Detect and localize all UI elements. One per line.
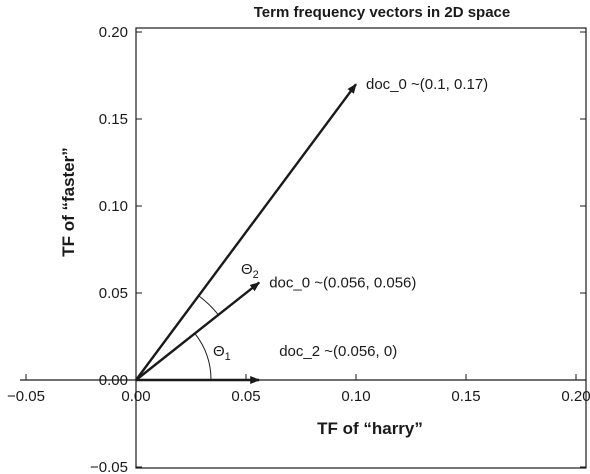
y-tick-label: 0.15 bbox=[99, 111, 128, 128]
x-tick-label: 0.15 bbox=[451, 388, 480, 405]
theta-2-label: Θ2 bbox=[241, 261, 259, 281]
theta-1-subscript: 1 bbox=[225, 351, 231, 363]
y-axis-title: TF of “faster” bbox=[59, 147, 78, 257]
x-tick-label: 0.10 bbox=[341, 388, 370, 405]
y-tick-label: −0.05 bbox=[90, 459, 128, 474]
y-tick-label: 0.20 bbox=[99, 24, 128, 41]
vector-label: doc_2 ~(0.056, 0) bbox=[279, 343, 397, 360]
vector-arrow bbox=[135, 281, 260, 381]
theta-1-symbol: Θ bbox=[213, 343, 225, 360]
vector-arrow bbox=[135, 83, 357, 381]
x-tick-label: −0.05 bbox=[7, 388, 45, 405]
theta-2-subscript: 2 bbox=[253, 269, 259, 281]
plot-frame bbox=[135, 27, 587, 469]
chart-title: Term frequency vectors in 2D space bbox=[254, 4, 511, 21]
angle-arc bbox=[198, 295, 219, 316]
x-tick-label: 0.00 bbox=[121, 388, 150, 405]
vectors: doc_0 ~(0.1, 0.17) doc_0 ~(0.056, 0.056) d… bbox=[135, 76, 488, 384]
angle-arcs bbox=[194, 295, 219, 381]
theta-1-label: Θ1 bbox=[213, 343, 231, 363]
vector-label: doc_0 ~(0.1, 0.17) bbox=[366, 76, 488, 93]
x-ticks: −0.05 0.00 0.05 0.10 0.15 0.20 bbox=[7, 374, 590, 405]
theta-2-symbol: Θ bbox=[241, 261, 253, 278]
y-tick-label: 0.10 bbox=[99, 198, 128, 215]
x-tick-label: 0.05 bbox=[231, 388, 260, 405]
angle-arc bbox=[194, 333, 212, 381]
x-axis-title: TF of “harry” bbox=[317, 419, 423, 438]
y-tick-label: 0.05 bbox=[99, 285, 128, 302]
x-tick-label: 0.20 bbox=[561, 388, 590, 405]
vector-label: doc_0 ~(0.056, 0.056) bbox=[269, 275, 416, 292]
y-tick-label: 0.00 bbox=[99, 372, 128, 389]
y-ticks: −0.05 0.00 0.05 0.10 0.15 0.20 bbox=[90, 24, 586, 474]
